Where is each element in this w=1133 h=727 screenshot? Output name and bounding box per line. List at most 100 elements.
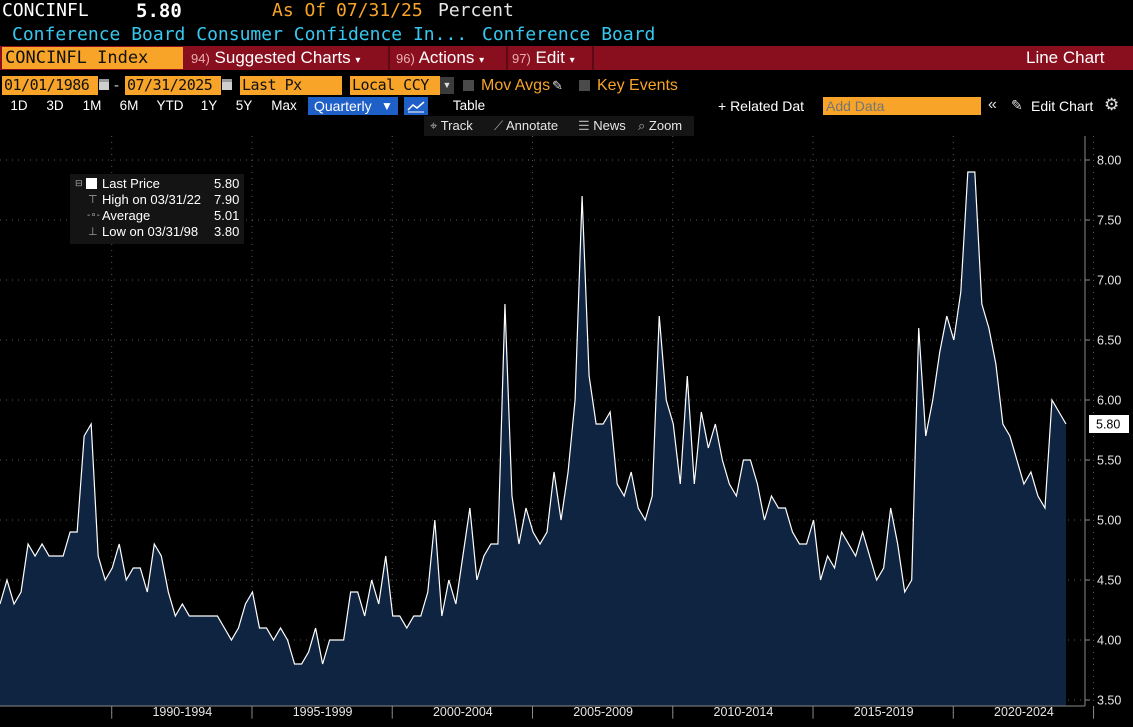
zoom-tool[interactable]: ⌕ Zoom [638, 117, 682, 135]
legend-box: ⊟ Last Price 5.80 ⊤ High on 03/31/22 7.9… [70, 174, 244, 244]
toolbar-divider [388, 46, 390, 70]
y-tick-label: 5.00 [1097, 514, 1121, 528]
y-tick-label: 8.00 [1097, 154, 1121, 168]
chart-type-button[interactable]: Line Chart [1026, 48, 1105, 67]
x-tick-label: 2010-2014 [714, 705, 774, 719]
source-label: Conference Board [482, 24, 656, 45]
gear-icon[interactable]: ⚙ [1104, 95, 1120, 114]
as-of-date: 07/31/25 [336, 0, 423, 21]
actions-num: 96) [396, 51, 415, 66]
legend-last-label: Last Price [102, 176, 160, 191]
magnifier-icon: ⌕ [638, 118, 646, 133]
chevron-down-icon: ▾ [569, 55, 575, 66]
end-date-field[interactable]: 07/31/2025 [125, 76, 221, 95]
x-tick-label: 1990-1994 [152, 705, 212, 719]
y-tick-label: 6.00 [1097, 394, 1121, 408]
last-value-label: 5.80 [1096, 418, 1120, 432]
period-selector[interactable]: Quarterly ▼ [308, 97, 398, 115]
crosshair-icon: ⌖ [430, 118, 438, 133]
range-6m[interactable]: 6M [119, 98, 139, 113]
units-label: Percent [438, 0, 514, 21]
y-tick-label: 7.00 [1097, 274, 1121, 288]
key-events-checkbox[interactable] [579, 80, 590, 91]
date-separator: - [114, 77, 119, 94]
x-axis: 1990-1994 1995-1999 2000-2004 2005-2009 2010… [111, 705, 1095, 719]
legend-last-value: 5.80 [214, 176, 240, 191]
legend-average-value: 5.01 [214, 208, 240, 223]
news-label: News [593, 118, 626, 133]
pencil-icon[interactable]: ✎ [552, 78, 563, 93]
y-axis: 3.50 4.00 4.50 5.00 5.50 6.00 6.50 7.00 7.50 8.00 [1085, 154, 1121, 708]
chevron-down-icon[interactable]: ▼ [440, 77, 454, 94]
last-value: 5.80 [136, 0, 182, 22]
average-marker-icon: -∘- [87, 210, 100, 221]
legend-high-value: 7.90 [214, 192, 240, 207]
currency-selector[interactable]: Local CCY [350, 76, 440, 95]
function-toolbar [0, 46, 1133, 70]
edit-button[interactable]: 97) Edit ▾ [512, 46, 575, 70]
news-icon: ☰ [578, 118, 590, 133]
toolbar-divider [506, 46, 508, 70]
suggested-charts-button[interactable]: 94) Suggested Charts ▾ [191, 46, 360, 70]
x-tick-label: 2020-2024 [994, 705, 1054, 719]
y-tick-label: 6.50 [1097, 334, 1121, 348]
table-button[interactable]: Table [452, 98, 486, 113]
track-label: Track [440, 118, 473, 133]
suggested-num: 94) [191, 51, 210, 66]
mov-avgs-checkbox[interactable] [463, 80, 474, 91]
y-tick-label: 3.50 [1097, 694, 1121, 708]
field-selector[interactable]: Last Px [240, 76, 342, 95]
mov-avgs-label[interactable]: Mov Avgs [481, 77, 551, 94]
y-tick-label: 4.50 [1097, 574, 1121, 588]
key-events-label[interactable]: Key Events [597, 77, 678, 94]
pencil-icon: ✎ [1011, 97, 1023, 113]
last-value-marker: 5.80 [1089, 415, 1129, 433]
actions-button[interactable]: 96) Actions ▾ [396, 46, 484, 70]
series-swatch [86, 178, 97, 189]
range-max[interactable]: Max [271, 98, 297, 113]
calendar-icon[interactable] [222, 79, 232, 90]
range-1y[interactable]: 1Y [200, 98, 218, 113]
last-value-box [1089, 415, 1129, 433]
index-field[interactable]: CONCINFL Index [2, 47, 183, 69]
legend-low-label: Low on 03/31/98 [102, 224, 199, 239]
legend-high-label: High on 03/31/22 [102, 192, 202, 207]
annotate-tool[interactable]: ⟋ Annotate [494, 117, 558, 135]
series-area [0, 172, 1066, 706]
description-line: Conference Board Consumer Confidence In.… [0, 24, 1133, 46]
toolbar-divider [592, 46, 594, 70]
chevron-down-icon: ▾ [355, 55, 361, 66]
range-5y[interactable]: 5Y [235, 98, 253, 113]
chart-tools-bar [424, 116, 694, 136]
period-label: Quarterly [314, 98, 372, 114]
start-date-field[interactable]: 01/01/1986 [2, 76, 98, 95]
x-tick-label: 2015-2019 [854, 705, 914, 719]
annotate-icon: ⟋ [494, 118, 504, 133]
x-tick-label: 2000-2004 [433, 705, 493, 719]
y-tick-label: 4.00 [1097, 634, 1121, 648]
news-tool[interactable]: ☰ News [578, 117, 626, 135]
edit-chart-button[interactable]: Edit Chart [1031, 98, 1094, 114]
high-marker-icon: ⊤ [88, 194, 98, 206]
y-tick-label: 7.50 [1097, 214, 1121, 228]
collapse-icon[interactable]: « [988, 96, 997, 113]
legend-low-value: 3.80 [214, 224, 240, 239]
add-data-input[interactable] [823, 97, 981, 115]
y-tick-label: 5.50 [1097, 454, 1121, 468]
edit-label: Edit [535, 48, 565, 67]
collapse-toggle-icon[interactable]: ⊟ [75, 178, 83, 188]
related-data-button[interactable]: + Related Dat [718, 98, 804, 114]
range-ytd[interactable]: YTD [156, 98, 184, 113]
range-3d[interactable]: 3D [46, 98, 64, 113]
line-chart-icon[interactable] [404, 97, 428, 115]
x-tick-label: 2005-2009 [573, 705, 633, 719]
range-1m[interactable]: 1M [82, 98, 102, 113]
suggested-label: Suggested Charts [214, 48, 351, 67]
annotate-label: Annotate [506, 118, 559, 133]
track-tool[interactable]: ⌖ Track [430, 117, 473, 135]
security-header: CONCINFL 5.80 As Of 07/31/25 Percent [0, 0, 1133, 24]
calendar-icon[interactable] [99, 79, 109, 90]
range-1d[interactable]: 1D [10, 98, 28, 113]
as-of-label: As Of [272, 0, 327, 21]
series-line [0, 171, 1067, 665]
